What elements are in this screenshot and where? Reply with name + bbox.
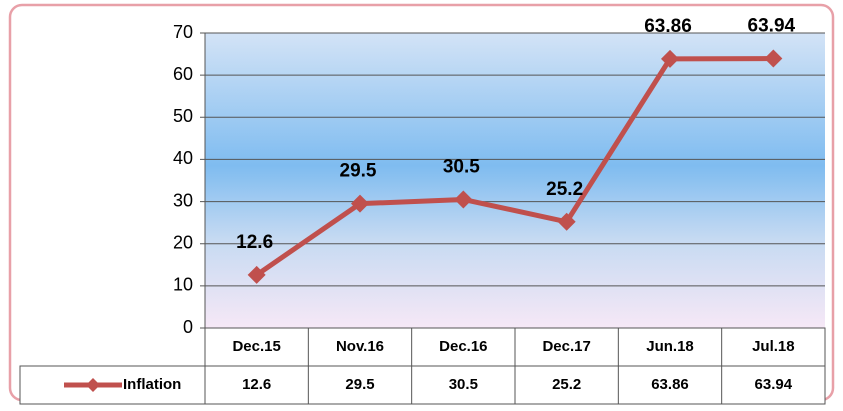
series-line (255, 56, 774, 277)
plot-area (205, 33, 825, 328)
table-value: 63.94 (755, 376, 793, 393)
x-tick-label: Dec.17 (542, 338, 590, 355)
marker (764, 49, 783, 68)
table-value: 63.86 (651, 376, 689, 393)
table-value: 12.6 (242, 376, 271, 393)
y-tick-label: 10 (173, 275, 193, 295)
data-label: 63.94 (748, 16, 796, 37)
y-tick-label: 20 (173, 232, 193, 252)
data-label: 29.5 (340, 161, 377, 182)
y-tick-label: 0 (183, 317, 193, 337)
data-label: 12.6 (236, 232, 273, 253)
x-tick-label: Jun.18 (646, 338, 694, 355)
marker (454, 190, 473, 209)
x-tick-label: Jul.18 (752, 338, 795, 355)
y-tick-label: 50 (173, 106, 193, 126)
legend-symbol (86, 378, 100, 392)
table-value: 25.2 (552, 376, 581, 393)
data-label: 30.5 (443, 156, 480, 177)
marker (351, 194, 369, 213)
y-tick-label: 30 (173, 190, 193, 210)
table-value: 29.5 (345, 376, 374, 393)
marker (661, 49, 679, 68)
x-tick-label: Dec.16 (439, 338, 487, 355)
marker (247, 265, 266, 284)
table-value: 30.5 (449, 376, 478, 393)
marker (557, 212, 576, 231)
data-label: 63.86 (644, 16, 692, 37)
data-label: 25.2 (546, 179, 583, 200)
x-tick-label: Dec.15 (232, 338, 280, 355)
y-tick-label: 40 (173, 148, 193, 168)
y-tick-label: 70 (173, 22, 193, 42)
x-tick-label: Nov.16 (336, 338, 384, 355)
legend-label: Inflation (123, 376, 181, 393)
table-row (19, 365, 826, 405)
y-tick-label: 60 (173, 64, 193, 84)
